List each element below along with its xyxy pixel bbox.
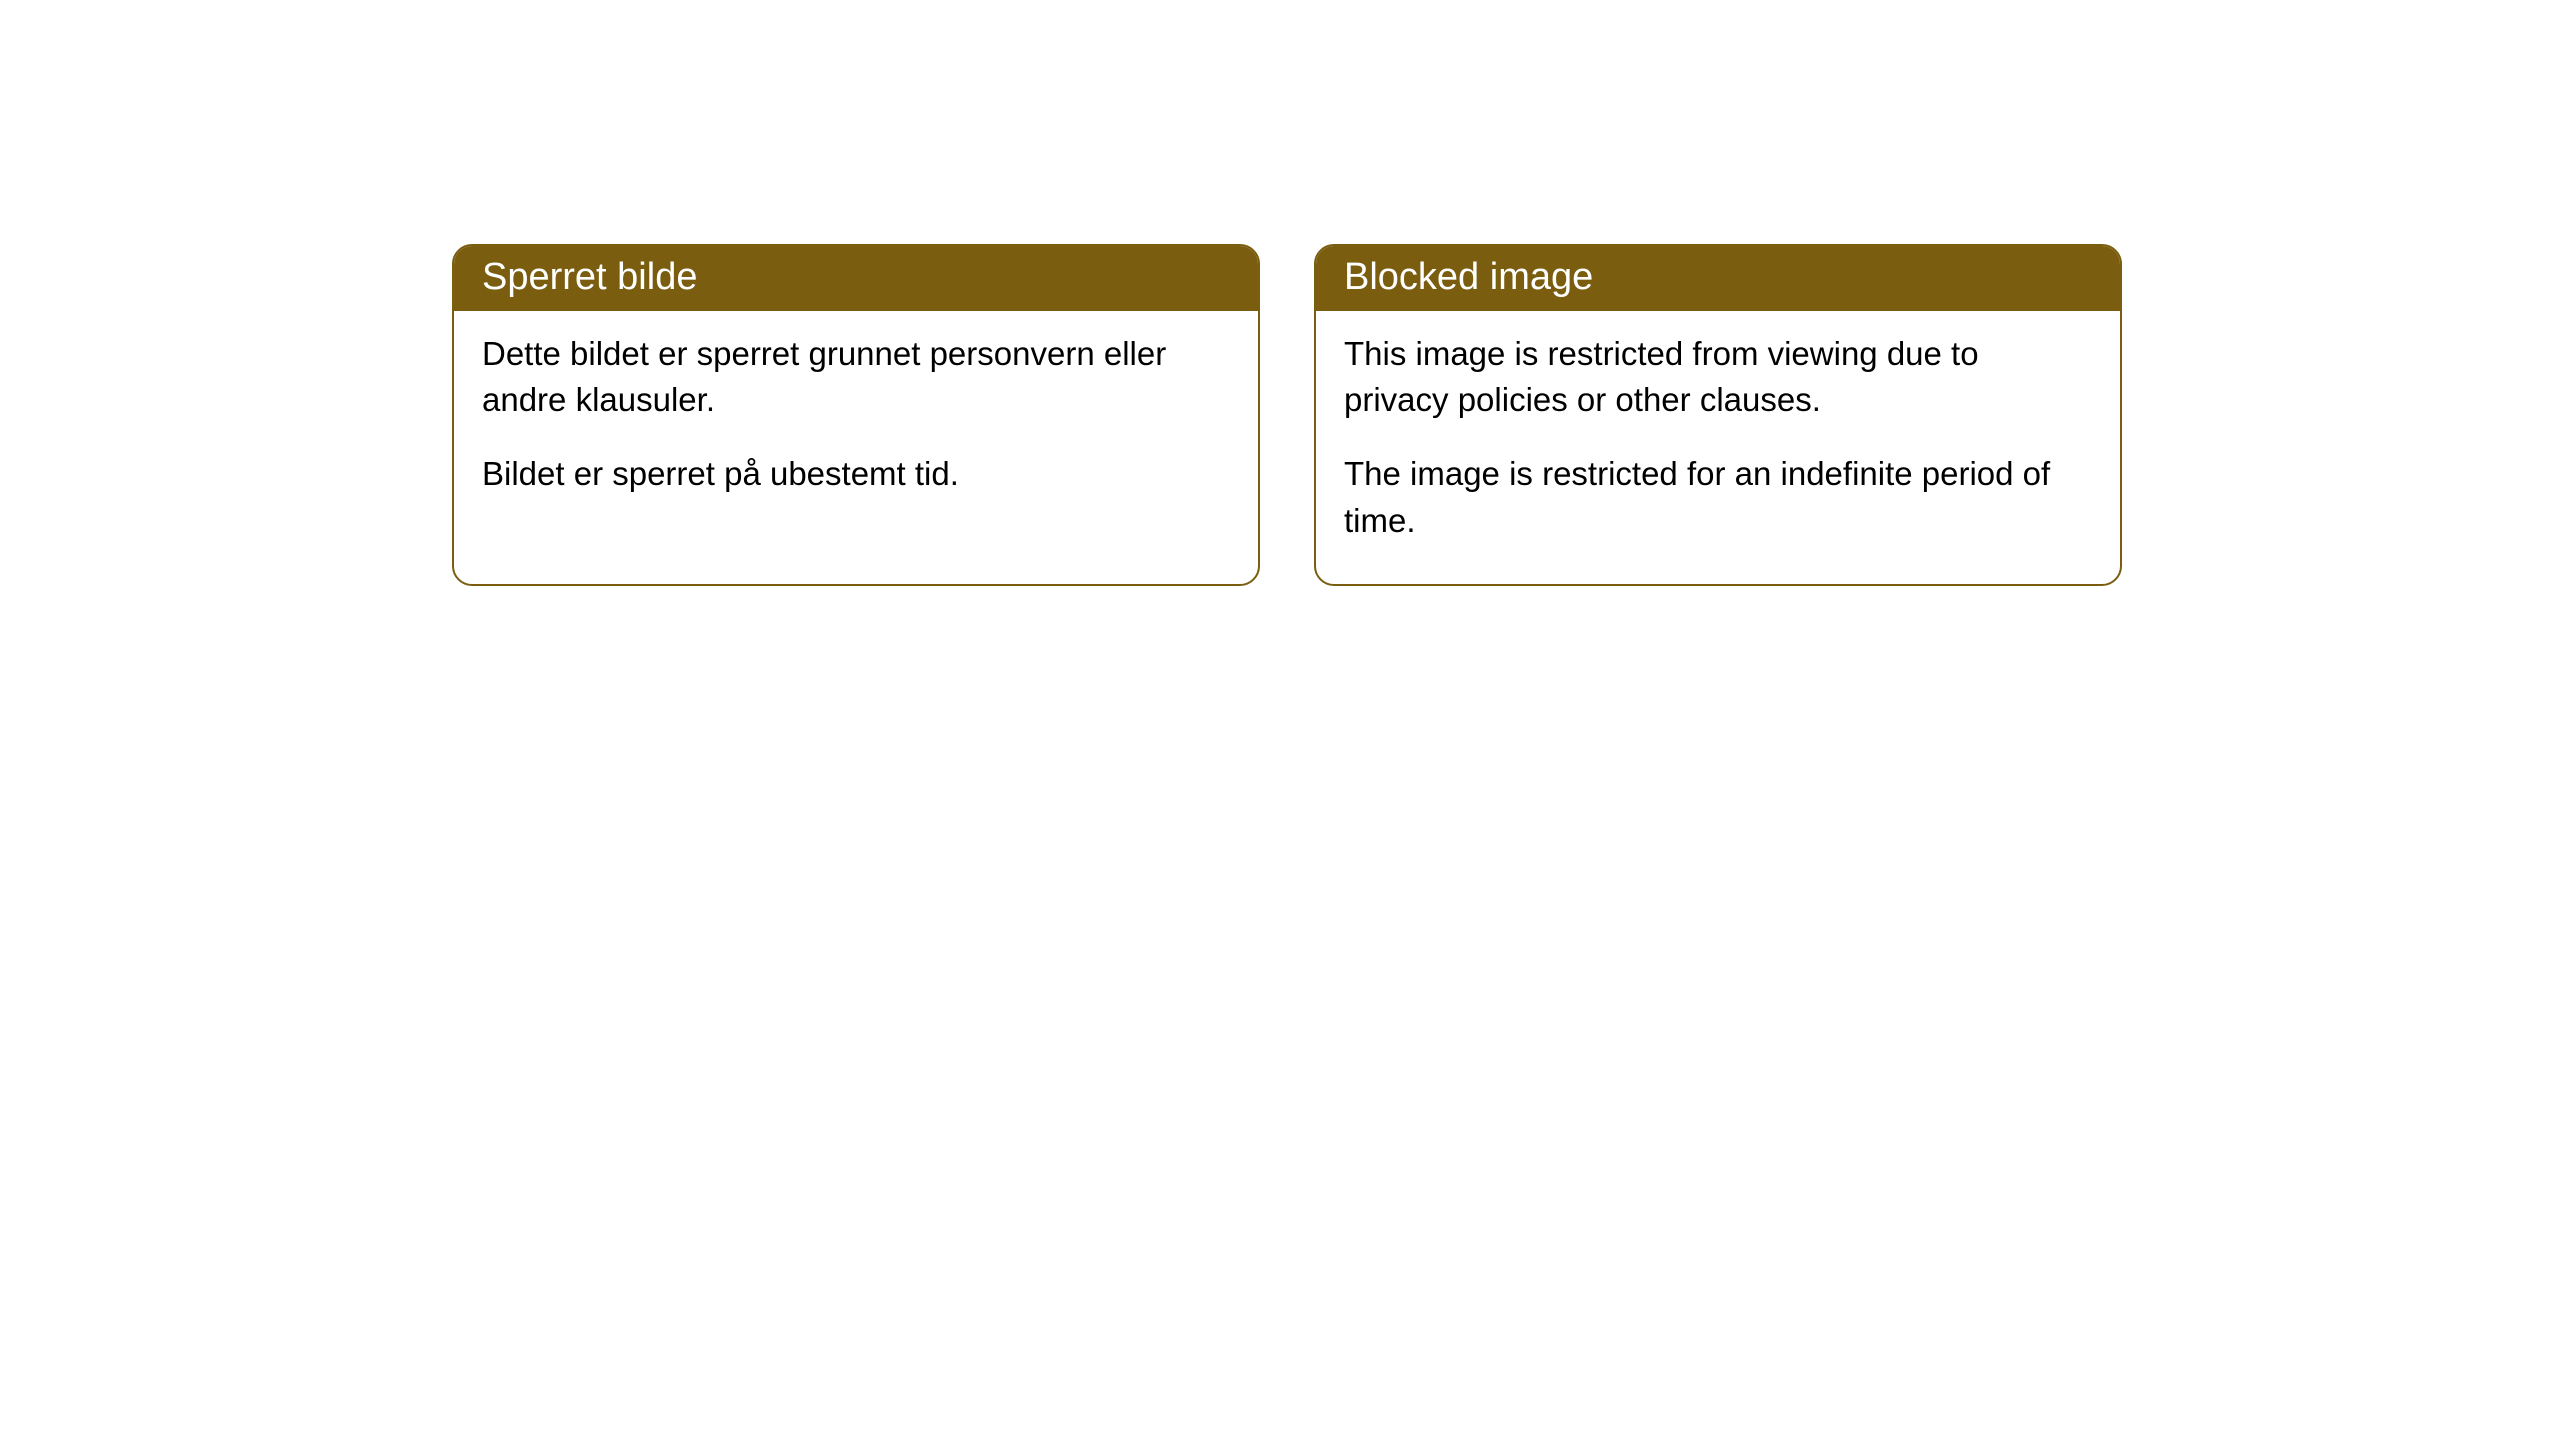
card-body: This image is restricted from viewing du…: [1316, 311, 2120, 584]
card-paragraph-1: This image is restricted from viewing du…: [1344, 331, 2092, 423]
blocked-image-card-english: Blocked image This image is restricted f…: [1314, 244, 2122, 586]
card-title: Blocked image: [1344, 256, 1593, 298]
card-title: Sperret bilde: [482, 256, 697, 298]
cards-container: Sperret bilde Dette bildet er sperret gr…: [452, 244, 2122, 586]
card-paragraph-2: The image is restricted for an indefinit…: [1344, 451, 2092, 543]
card-header: Sperret bilde: [454, 246, 1258, 311]
card-header: Blocked image: [1316, 246, 2120, 311]
card-body: Dette bildet er sperret grunnet personve…: [454, 311, 1258, 538]
blocked-image-card-norwegian: Sperret bilde Dette bildet er sperret gr…: [452, 244, 1260, 586]
card-paragraph-1: Dette bildet er sperret grunnet personve…: [482, 331, 1230, 423]
card-paragraph-2: Bildet er sperret på ubestemt tid.: [482, 451, 1230, 497]
